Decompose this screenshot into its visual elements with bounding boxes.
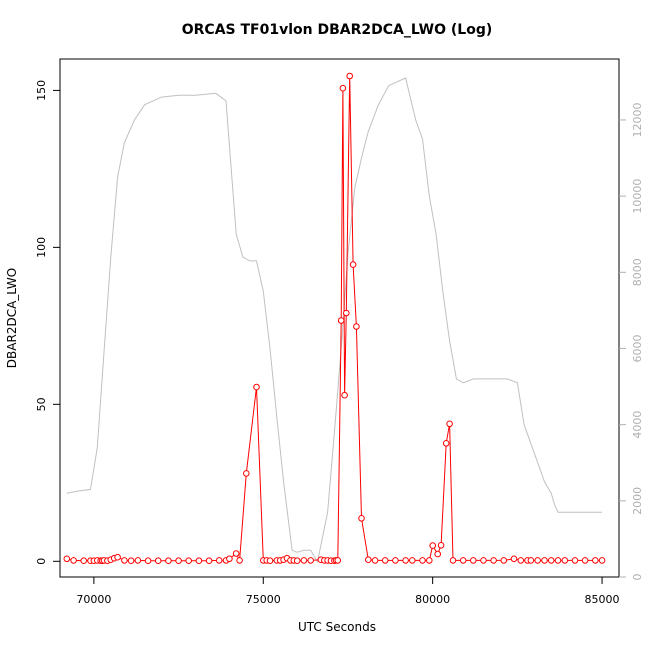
- data-point-56: [358, 515, 365, 522]
- data-point-72: [470, 557, 477, 564]
- data-point-41: [307, 557, 315, 564]
- series-primary-line: [66, 75, 603, 563]
- data-point-19: [175, 557, 182, 565]
- data-point-13: [121, 557, 128, 564]
- y2-tick-label-3: 6000: [631, 334, 644, 362]
- data-point-2: [80, 557, 87, 565]
- data-point-12: [114, 553, 121, 561]
- data-point-32: [266, 557, 274, 565]
- data-point-22: [205, 557, 213, 565]
- data-point-68: [442, 440, 450, 447]
- x-axis-label: UTC Seconds: [298, 620, 376, 634]
- plot-area: 70000 75000 80000 85000 0 50 100 150 0 2000 4000 60…: [35, 58, 644, 606]
- plot-frame: [59, 58, 620, 578]
- data-point-84: [561, 557, 569, 564]
- data-point-21: [195, 557, 203, 565]
- data-point-26: [232, 550, 240, 557]
- x-tick-label-0: 70000: [76, 593, 111, 606]
- data-point-18: [165, 557, 172, 565]
- data-point-79: [527, 557, 535, 564]
- x-tick-label-1: 75000: [246, 593, 281, 606]
- y-axis-label: DBAR2DCA_LWO: [5, 268, 19, 368]
- y2-tick-label-1: 2000: [631, 487, 644, 515]
- data-point-65: [429, 542, 437, 549]
- data-point-52: [343, 309, 350, 317]
- data-point-63: [419, 557, 426, 564]
- data-point-54: [349, 261, 357, 268]
- data-point-29: [253, 383, 260, 391]
- y2-tick-label-6: 12000: [631, 102, 644, 137]
- data-point-27: [236, 557, 243, 564]
- data-point-66: [434, 550, 442, 558]
- y2-tick-label-0: 0: [631, 574, 644, 581]
- data-point-69: [446, 420, 453, 428]
- data-point-82: [547, 557, 555, 564]
- data-point-81: [541, 557, 548, 564]
- series-secondary-line: [66, 77, 603, 564]
- data-point-14: [127, 557, 135, 565]
- data-point-23: [215, 557, 223, 564]
- data-point-49: [337, 317, 345, 324]
- y-tick-label-2: 100: [35, 237, 48, 258]
- data-point-80: [534, 557, 542, 564]
- data-point-0: [63, 555, 71, 563]
- data-point-71: [459, 557, 467, 564]
- data-point-64: [426, 557, 433, 564]
- data-point-74: [490, 557, 497, 564]
- data-point-28: [243, 470, 250, 477]
- data-point-86: [581, 557, 589, 564]
- y-tick-label-1: 50: [35, 397, 48, 411]
- data-point-61: [402, 557, 409, 564]
- data-point-85: [571, 557, 579, 564]
- y2-tick-label-2: 4000: [631, 411, 644, 439]
- data-point-59: [381, 557, 389, 564]
- data-point-48: [334, 557, 342, 564]
- y-tick-label-3: 150: [35, 80, 48, 101]
- y-tick-label-0: 0: [35, 558, 48, 565]
- data-point-62: [409, 557, 416, 564]
- data-point-55: [353, 323, 360, 330]
- data-point-88: [598, 557, 606, 564]
- data-point-73: [480, 557, 487, 564]
- data-point-60: [392, 557, 399, 564]
- data-point-58: [371, 557, 379, 564]
- data-point-51: [341, 391, 348, 399]
- data-point-53: [346, 72, 354, 80]
- data-point-70: [449, 557, 457, 564]
- data-point-15: [134, 557, 142, 564]
- data-point-87: [592, 557, 599, 564]
- y2-tick-label-4: 8000: [631, 258, 644, 286]
- data-point-25: [226, 555, 233, 563]
- y2-tick-label-5: 10000: [631, 179, 644, 214]
- data-point-76: [510, 555, 518, 563]
- data-point-77: [517, 557, 525, 564]
- data-point-67: [437, 542, 445, 549]
- data-point-83: [554, 557, 562, 564]
- data-point-75: [500, 557, 508, 564]
- data-point-1: [70, 557, 77, 564]
- data-point-17: [154, 557, 162, 565]
- x-tick-label-3: 85000: [585, 593, 620, 606]
- x-tick-label-2: 80000: [415, 593, 450, 606]
- chart-title: ORCAS TF01vlon DBAR2DCA_LWO (Log): [182, 22, 493, 38]
- data-point-50: [339, 84, 347, 92]
- data-point-40: [300, 557, 308, 564]
- data-point-57: [365, 556, 372, 564]
- data-point-20: [185, 557, 192, 565]
- data-point-39: [293, 557, 301, 565]
- data-point-16: [144, 557, 152, 565]
